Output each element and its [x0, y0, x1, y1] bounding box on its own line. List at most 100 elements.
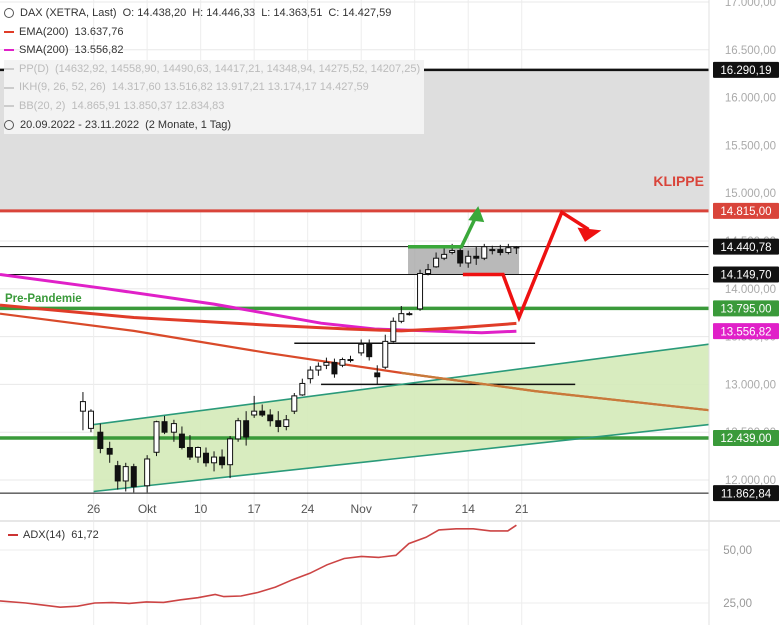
scenario-green-arrowhead [468, 206, 485, 223]
settings-icon[interactable] [4, 8, 14, 19]
y-tick-label: 16.000,00 [725, 93, 776, 105]
candle-body [267, 414, 274, 422]
candle-body [497, 249, 504, 253]
candle-body [170, 423, 177, 433]
price-badge-bg [713, 238, 779, 255]
price-badge: 13.556,82 [713, 323, 779, 340]
legend-sma[interactable]: SMA(200) 13.556,82 [4, 41, 424, 60]
candle-body [481, 246, 488, 259]
candle-body [417, 273, 424, 310]
downtrend-line-extension [401, 371, 710, 412]
legend-ikh[interactable]: IKH(9, 26, 52, 26) 14.317,60 13.516,82 1… [4, 78, 425, 97]
ema-value: 13.637,76 [74, 25, 124, 38]
low-value: L: 14.363,51 [261, 7, 323, 19]
candle-body [513, 246, 520, 249]
candle-body [331, 361, 338, 375]
adx-label: ADX(14) [23, 529, 66, 541]
pre-pandemie-label: Pre-Pandemie [5, 293, 82, 305]
candle-body [433, 257, 440, 268]
price-badge-bg [713, 266, 779, 283]
bb-swatch [4, 105, 14, 108]
y-tick-label: 17.000,00 [725, 0, 776, 9]
candle-body [374, 372, 381, 378]
candle-body [106, 447, 113, 455]
candle-body [130, 466, 137, 488]
price-badge-text: 14.815,00 [720, 206, 771, 218]
price-badge: 14.149,70 [713, 266, 779, 283]
header-row: DAX (XETRA, Last) O: 14.438,20 H: 14.446… [4, 4, 424, 23]
candle-body [339, 359, 346, 366]
candle-body [275, 420, 282, 427]
candle-body [235, 420, 242, 440]
ikh-value: 14.317,60 13.516,82 13.917,21 13.174,17 … [111, 81, 369, 94]
pp-label: PP(D) [19, 62, 49, 75]
x-tick-label: 26 [87, 502, 101, 516]
open-value: O: 14.438,20 [122, 7, 187, 19]
channel-lower-line [93, 423, 710, 493]
pp-value: (14632,92, 14558,90, 14490,63, 14417,21,… [54, 62, 421, 75]
klippe-label: KLIPPE [653, 173, 704, 189]
candle-body [153, 421, 160, 453]
candle-body [425, 269, 432, 275]
high-value: H: 14.446,33 [192, 7, 256, 19]
chart-legend: DAX (XETRA, Last) O: 14.438,20 H: 14.446… [4, 4, 425, 135]
candle-body [390, 320, 397, 342]
candle-body [406, 313, 413, 316]
candle-body [366, 343, 373, 358]
candle-body [259, 410, 266, 416]
price-badge-text: 14.440,78 [720, 242, 771, 254]
price-badge-text: 13.795,00 [720, 304, 771, 316]
candle-body [178, 433, 185, 448]
candle-body [87, 410, 94, 429]
scenario-red-arrowhead [577, 227, 602, 242]
close-value: C: 14.427,59 [328, 7, 392, 19]
x-tick-label: Nov [351, 502, 372, 516]
legend-ema[interactable]: EMA(200) 13.637,76 [4, 23, 424, 42]
period-range: 20.09.2022 - 23.11.2022 [20, 118, 140, 131]
period-row: 20.09.2022 - 23.11.2022 (2 Monate, 1 Tag… [4, 115, 425, 135]
candle-body [323, 361, 330, 366]
price-badge-bg [713, 485, 779, 502]
sma-swatch [4, 49, 14, 52]
candle-body [457, 250, 464, 264]
pp-swatch [4, 68, 14, 71]
y-tick-label: 14.000,00 [725, 284, 776, 296]
x-tick-label: 7 [411, 502, 418, 516]
x-tick-label: 10 [194, 502, 208, 516]
adx-line [0, 524, 517, 609]
candle-body [97, 431, 104, 449]
candle-body [186, 446, 193, 458]
price-badge-bg [713, 430, 779, 447]
candle-body [307, 369, 314, 380]
ema-swatch [4, 30, 14, 33]
price-badge-text: 13.556,82 [720, 326, 771, 338]
bb-label: BB(20, 2) [19, 99, 66, 112]
candle-body [382, 340, 389, 368]
clock-icon [4, 119, 14, 130]
price-badge-text: 16.290,19 [720, 65, 771, 77]
adx-swatch [8, 534, 18, 536]
candle-body [144, 458, 151, 487]
scenario-green-line [408, 215, 478, 249]
candle-body [449, 250, 456, 253]
price-badge-bg [713, 202, 779, 219]
sma-label: SMA(200) [19, 44, 69, 57]
trend-channel-fill [93, 344, 710, 492]
adx-legend[interactable]: ADX(14) 61,72 [8, 529, 99, 541]
legend-pp[interactable]: PP(D) (14632,92, 14558,90, 14490,63, 144… [4, 59, 425, 79]
x-tick-label: 17 [247, 502, 261, 516]
bb-value: 14.865,91 13.850,37 12.834,83 [71, 99, 225, 112]
y-tick-label: 15.000,00 [725, 188, 776, 200]
price-badge-bg [713, 323, 779, 340]
candle-body [79, 401, 86, 412]
x-tick-label: 21 [515, 502, 529, 516]
instrument-name: DAX (XETRA, Last) [20, 7, 117, 19]
channel-upper-line [93, 343, 710, 426]
price-badge-bg [713, 300, 779, 317]
legend-bb[interactable]: BB(20, 2) 14.865,91 13.850,37 12.834,83 [4, 96, 425, 116]
candle-body [194, 446, 201, 458]
candle-body [347, 359, 354, 362]
price-badge-text: 14.149,70 [720, 270, 771, 282]
candle-body [398, 313, 405, 322]
candle-body [283, 419, 290, 427]
